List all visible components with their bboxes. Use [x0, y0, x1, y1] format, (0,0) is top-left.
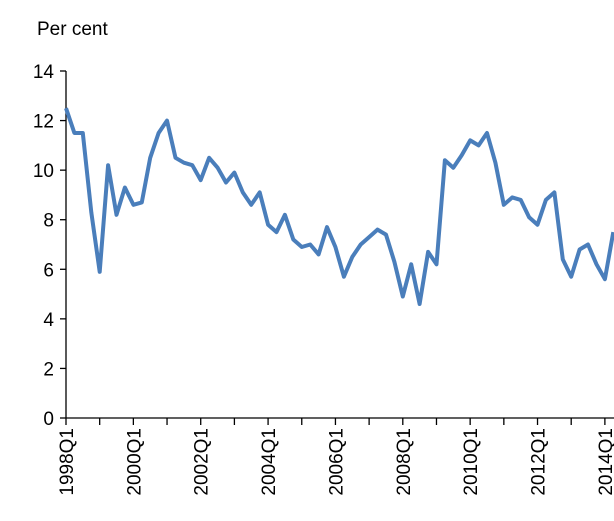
x-tick-label: 2012Q1	[529, 428, 550, 496]
x-tick-label: 2002Q1	[192, 428, 213, 496]
y-tick-label: 6	[43, 260, 54, 281]
x-tick-label: 2014Q1	[596, 428, 614, 496]
x-tick-label: 2004Q1	[259, 428, 280, 496]
y-tick-label: 8	[43, 211, 54, 232]
y-tick-label: 10	[33, 161, 54, 182]
y-tick-label: 0	[43, 409, 54, 430]
y-tick-label: 14	[33, 62, 55, 83]
x-tick-label: 1998Q1	[57, 428, 78, 496]
x-tick-label: 2010Q1	[461, 428, 482, 496]
y-tick-label: 4	[43, 310, 54, 331]
y-tick-label: 12	[33, 112, 54, 133]
data-line	[64, 107, 614, 306]
y-axis-label: Per cent	[37, 19, 108, 40]
y-tick-label: 2	[43, 359, 54, 380]
x-tick-label: 2008Q1	[394, 428, 415, 496]
x-tick-label: 2000Q1	[124, 428, 145, 496]
x-tick-label: 2006Q1	[326, 428, 347, 496]
